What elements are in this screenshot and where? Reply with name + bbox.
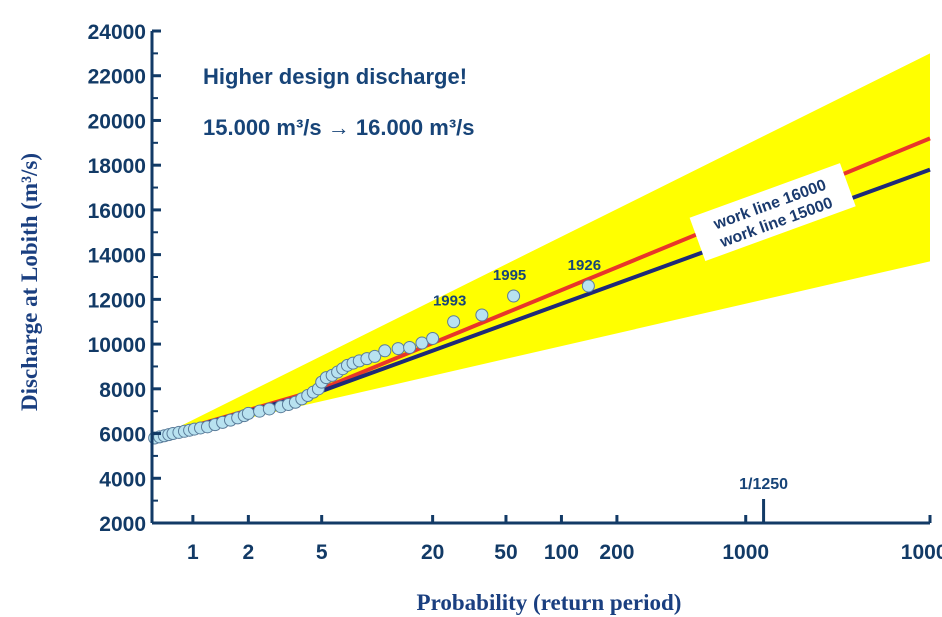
x-tick-label: 10000 <box>901 541 942 564</box>
observation-point <box>368 349 382 363</box>
y-tick-label: 20000 <box>88 110 146 133</box>
observation-point <box>447 315 461 329</box>
chart-title-line2: 15.000 m³/s → 16.000 m³/s <box>203 115 475 140</box>
x-tick-label: 100 <box>544 541 579 564</box>
y-tick-label: 12000 <box>88 289 146 312</box>
y-tick-label: 22000 <box>88 66 146 89</box>
x-tick-label: 1 <box>187 541 199 564</box>
y-tick-label: 14000 <box>88 245 146 268</box>
y-tick-label: 8000 <box>99 379 146 402</box>
y-axis-title: Discharge at Lobith (m³/s) <box>17 153 42 411</box>
chart-title-line1: Higher design discharge! <box>203 64 467 89</box>
observation-point <box>241 406 255 420</box>
work-line-label-background <box>689 163 856 262</box>
y-tick-label: 18000 <box>88 155 146 178</box>
y-tick-label: 24000 <box>88 21 146 44</box>
x-tick-label: 200 <box>599 541 634 564</box>
x-tick-label: 1000 <box>722 541 769 564</box>
observation-point <box>391 342 405 356</box>
y-tick-label: 4000 <box>99 468 146 491</box>
axes-layer: 2000 4000 6000 8000 10000 12000 14000 16000 1800… <box>88 21 942 564</box>
y-tick-label: 2000 <box>99 513 146 536</box>
y-tick-label: 10000 <box>88 334 146 357</box>
x-tick-label: 5 <box>316 541 328 564</box>
observation-point <box>403 340 417 354</box>
marker-1250-label: 1/1250 <box>739 476 788 493</box>
x-tick-label: 50 <box>494 541 517 564</box>
observation-points-layer <box>148 279 595 445</box>
observation-point <box>426 332 440 345</box>
year-label: 1995 <box>493 267 526 284</box>
x-axis-title: Probability (return period) <box>417 590 682 615</box>
year-label: 1926 <box>568 257 601 274</box>
observation-point <box>507 289 521 303</box>
y-tick-label: 16000 <box>88 200 146 223</box>
confidence-band-layer <box>152 53 930 441</box>
observation-point <box>581 279 595 293</box>
observation-point <box>378 344 392 358</box>
confidence-band <box>152 53 930 441</box>
y-tick-label: 6000 <box>99 424 146 447</box>
observation-point <box>475 308 489 322</box>
x-tick-label: 2 <box>243 541 255 564</box>
x-tick-label: 20 <box>421 541 444 564</box>
observation-point <box>262 402 276 416</box>
year-label: 1993 <box>433 293 466 310</box>
